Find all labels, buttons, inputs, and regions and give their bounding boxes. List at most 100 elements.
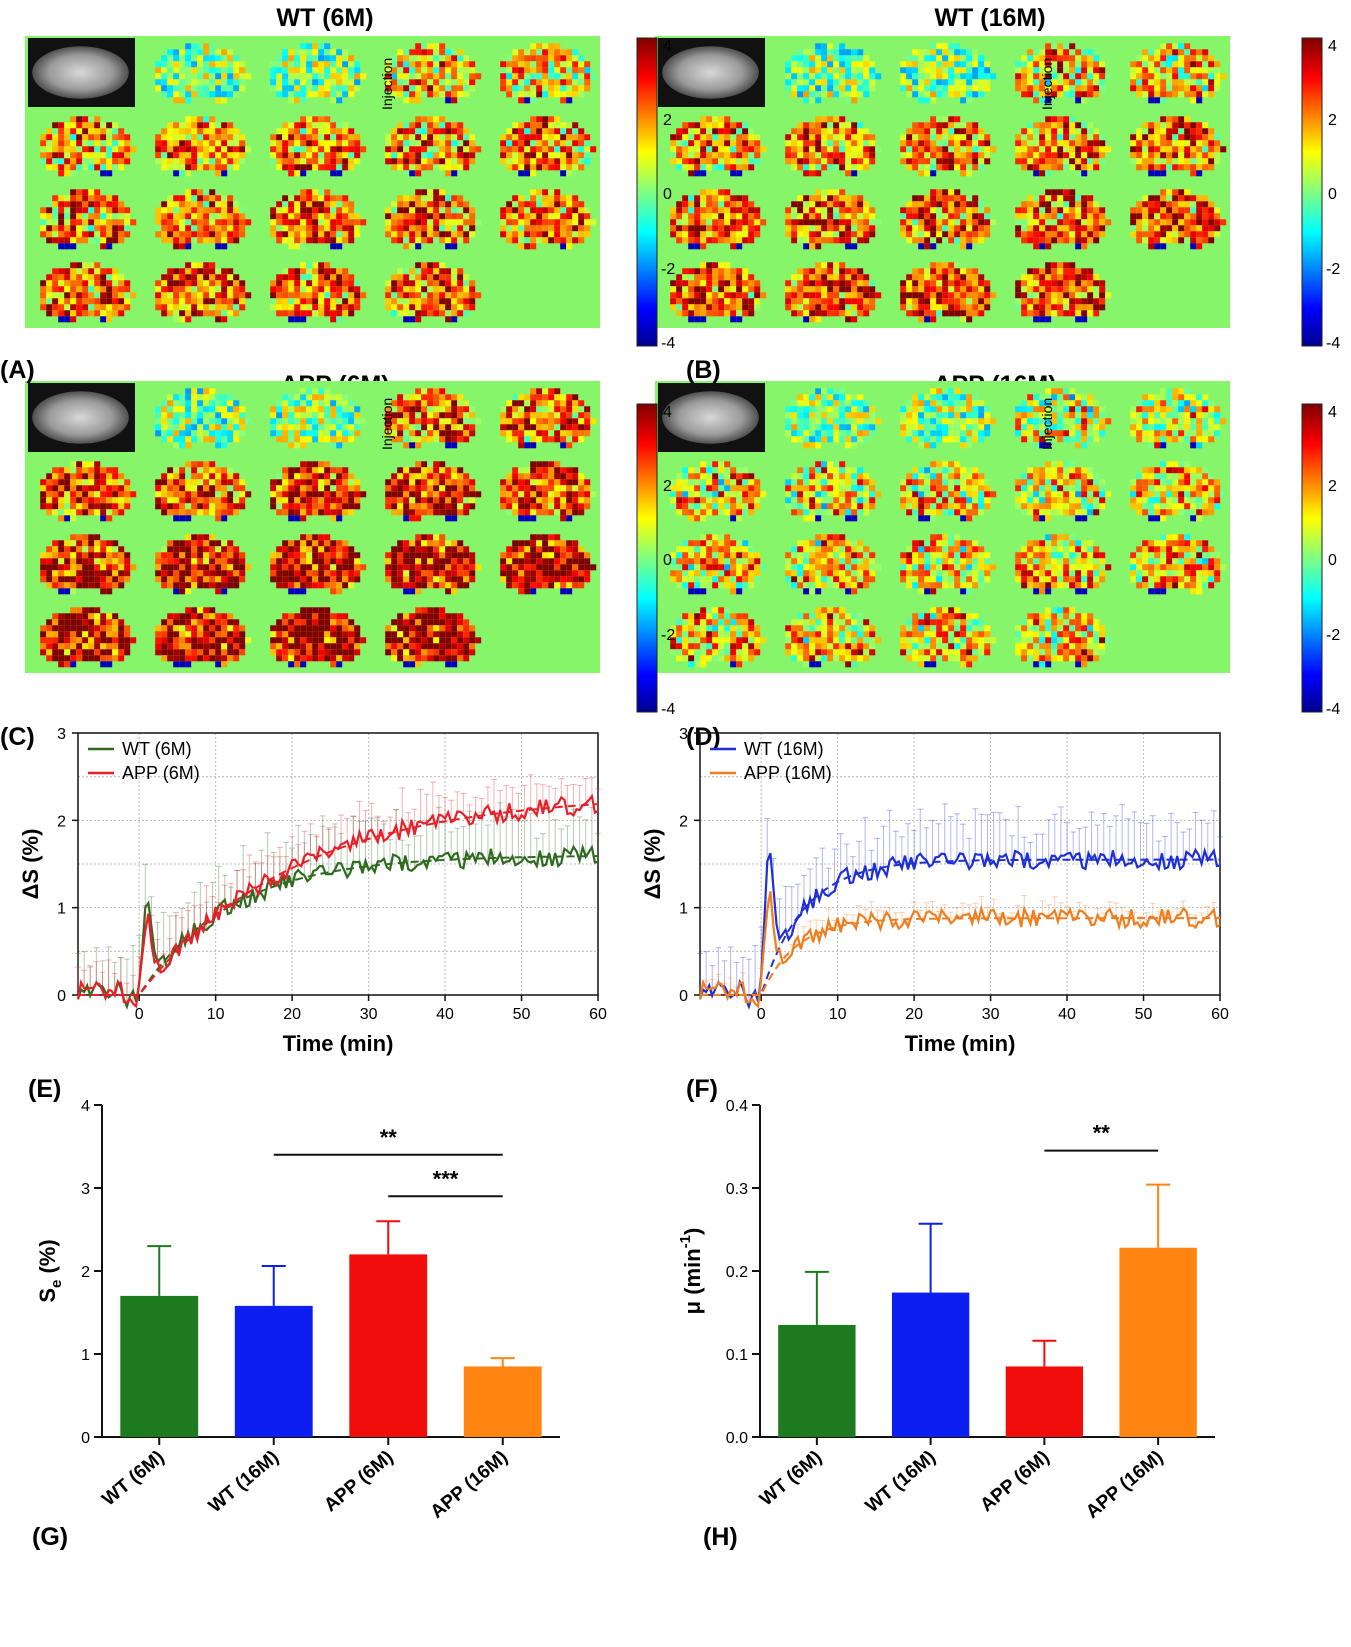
y-tick-label: 3 — [57, 726, 66, 743]
legend-label: WT (16M) — [744, 739, 824, 759]
anatomical-brain-slice — [662, 391, 759, 444]
y-tick-label: 2 — [81, 1264, 90, 1281]
brain-slice-map — [40, 116, 137, 177]
y-axis-label: Se (%) — [35, 1239, 65, 1302]
panel-b-maps — [655, 36, 1230, 328]
colorbar-d-tick: -2 — [1326, 627, 1340, 644]
colorbar-a-tick: -2 — [661, 261, 675, 278]
brain-slice-map — [1015, 461, 1112, 522]
brain-slice-map — [385, 189, 482, 250]
brain-slice-map — [670, 116, 767, 177]
category-label: APP (16M) — [427, 1447, 512, 1523]
colorbar-c-tick: -4 — [661, 701, 675, 718]
colorbar-b: 4 2 0 -2 -4 — [1301, 37, 1340, 352]
colorbar-b-tick: 0 — [1328, 186, 1337, 203]
panel-c-injection-label: Injection — [379, 398, 395, 450]
x-tick-label: 60 — [589, 1006, 607, 1023]
brain-slice-map — [900, 534, 997, 595]
colorbar-d: 4 2 0 -2 -4 — [1301, 403, 1340, 718]
bar — [349, 1254, 428, 1437]
brain-slice-map — [785, 607, 882, 668]
fit-line-2 — [78, 803, 599, 996]
panel-d-label: (D) — [686, 723, 721, 751]
colorbar-a-tick: 4 — [663, 38, 672, 55]
fit-line-2 — [700, 917, 1220, 996]
colorbar-b-tick: -2 — [1326, 261, 1340, 278]
brain-slice-map — [270, 607, 367, 668]
brain-slice-map — [1130, 534, 1227, 595]
category-label: APP (6M) — [976, 1447, 1053, 1516]
brain-slice-map — [500, 189, 597, 250]
anatomical-brain-slice — [32, 391, 129, 444]
brain-slice-map — [1015, 534, 1112, 595]
panel-a-injection-label: Injection — [379, 58, 395, 110]
x-axis-label: Time (min) — [283, 1031, 394, 1056]
brain-slice-map — [1015, 607, 1112, 668]
brain-slice-map — [270, 262, 367, 323]
panel-a-maps — [25, 36, 600, 328]
colorbar-d-tick: -4 — [1326, 701, 1340, 718]
category-label: WT (16M) — [205, 1447, 283, 1517]
y-tick-label: 3 — [679, 726, 688, 743]
colorbar-a-tick: 0 — [663, 186, 672, 203]
brain-slice-map — [500, 43, 597, 104]
panel-b-title: WT (16M) — [934, 4, 1045, 32]
brain-slice-map — [900, 262, 997, 323]
chart-f: 0 10 20 30 40 50 60 0 1 2 3 Time (min) ΔS (%) WT (16M… — [640, 726, 1229, 1056]
x-axis-label: Time (min) — [905, 1031, 1016, 1056]
colorbar-c: 4 2 0 -2 -4 — [636, 403, 675, 718]
chart-g-label: (G) — [32, 1523, 68, 1551]
brain-slice-map — [500, 388, 597, 449]
colorbar-b-tick: 4 — [1328, 38, 1337, 55]
brain-slice-map — [385, 607, 482, 668]
colorbar-a: 4 2 0 -2 -4 — [636, 37, 675, 352]
panel-c-label: (C) — [0, 723, 35, 751]
brain-slice-map — [785, 262, 882, 323]
fit-line-1 — [700, 858, 1220, 996]
legend-label: APP (16M) — [744, 763, 832, 783]
y-tick-label: 1 — [57, 901, 66, 918]
x-tick-label: 60 — [1211, 1006, 1229, 1023]
brain-slice-map — [155, 116, 252, 177]
x-tick-label: 30 — [360, 1006, 378, 1023]
chart-e: 0 10 20 30 40 50 60 0 1 2 3 Time (min) ΔS (%) WT (6M)… — [18, 726, 607, 1056]
y-tick-label: 1 — [679, 901, 688, 918]
brain-slice-map — [1130, 461, 1227, 522]
brain-slice-map — [900, 461, 997, 522]
y-tick-label: 1 — [81, 1347, 90, 1364]
category-label: APP (6M) — [320, 1447, 397, 1516]
brain-slice-map — [385, 534, 482, 595]
brain-slice-map — [1015, 43, 1112, 104]
brain-slice-map — [270, 116, 367, 177]
bar — [463, 1366, 542, 1437]
y-tick-label: 4 — [81, 1098, 90, 1115]
chart-e-label: (E) — [28, 1075, 61, 1103]
brain-slice-map — [385, 461, 482, 522]
brain-slice-map — [385, 262, 482, 323]
anatomical-brain-slice — [32, 46, 129, 99]
colorbar-d-tick: 2 — [1328, 478, 1337, 495]
x-tick-label: 20 — [905, 1006, 923, 1023]
brain-slice-map — [1015, 262, 1112, 323]
colorbar-c-tick: 2 — [663, 478, 672, 495]
brain-slice-map — [670, 534, 767, 595]
panel-a-title: WT (6M) — [276, 4, 373, 32]
x-tick-label: 40 — [1058, 1006, 1076, 1023]
brain-slice-map — [270, 461, 367, 522]
brain-slice-map — [1015, 189, 1112, 250]
anatomical-brain-slice — [662, 46, 759, 99]
brain-slice-map — [1130, 388, 1227, 449]
brain-slice-map — [40, 607, 137, 668]
panel-b-label: (B) — [686, 356, 721, 384]
colorbar-a-tick: 2 — [663, 112, 672, 129]
brain-slice-map — [670, 189, 767, 250]
brain-slice-map — [1130, 116, 1227, 177]
brain-slice-map — [385, 388, 482, 449]
brain-slice-map — [900, 116, 997, 177]
x-tick-label: 50 — [513, 1006, 531, 1023]
panel-c-maps — [25, 381, 600, 673]
plot-frame — [699, 732, 1221, 996]
x-tick-label: 50 — [1135, 1006, 1153, 1023]
panel-d-maps — [655, 381, 1230, 673]
